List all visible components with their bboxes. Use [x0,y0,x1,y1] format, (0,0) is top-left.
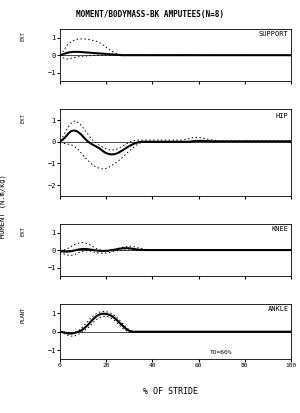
Text: KNEE: KNEE [272,226,289,232]
Text: EXT: EXT [21,226,26,236]
Text: % OF STRIDE: % OF STRIDE [143,387,199,396]
Text: PLANT: PLANT [21,307,26,323]
Text: MOMENT/BODYMASS-BK AMPUTEES(N=8): MOMENT/BODYMASS-BK AMPUTEES(N=8) [76,10,224,19]
Text: EXT: EXT [21,114,26,123]
Text: SUPPORT: SUPPORT [259,31,289,37]
Text: HIP: HIP [276,113,289,119]
Text: EXT: EXT [21,31,26,41]
Text: TO=60%: TO=60% [210,350,233,355]
Text: ANKLE: ANKLE [267,306,289,312]
Text: MOMENT (N.m/kg): MOMENT (N.m/kg) [0,175,6,238]
